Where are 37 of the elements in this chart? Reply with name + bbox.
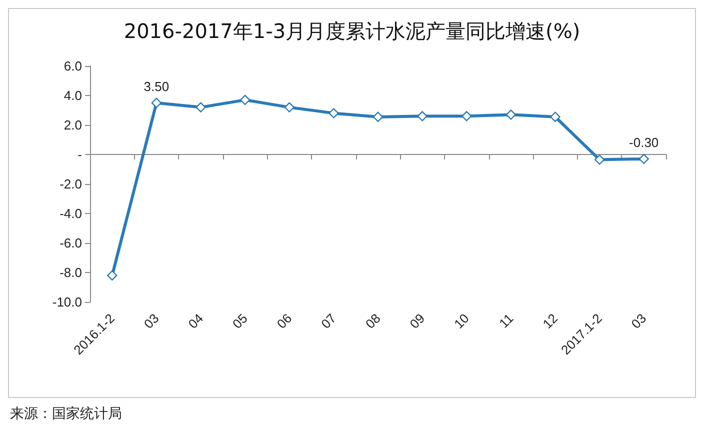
y-tick-label: -2.0 (60, 176, 82, 192)
point (240, 94, 250, 106)
point (284, 102, 294, 112)
data-label: -0.30 (629, 134, 659, 150)
x-tick-label: 11 (496, 310, 516, 331)
y-tick-label: 4.0 (64, 88, 82, 103)
x-tick-label: 03 (140, 310, 162, 332)
x-tick-label: 06 (274, 310, 295, 332)
y-tick-label: - (78, 147, 82, 162)
point (594, 154, 605, 165)
y-tick-label: 2.0 (64, 118, 82, 132)
x-tick-label: 09 (406, 310, 428, 332)
point (107, 270, 118, 281)
chart-title: 2016-2017年1-3月月度累计水泥产量同比增速(%) (124, 19, 580, 43)
point (151, 98, 162, 108)
point (506, 110, 516, 120)
x-tick-label: 05 (230, 310, 250, 332)
point (462, 111, 472, 122)
y-tick-label: -4.0 (60, 206, 82, 221)
x-tick-label: 10 (451, 310, 472, 332)
point (638, 154, 649, 164)
y-tick-label: -10.0 (52, 294, 82, 310)
x-tick-label: 07 (318, 310, 339, 332)
x-tick-label: 08 (362, 310, 384, 332)
source-note: 来源：国家统计局 (10, 405, 122, 423)
x-tick-label: 04 (185, 310, 206, 332)
x-tick-label: 03 (628, 310, 650, 332)
point (196, 102, 206, 112)
y-tick-label: -8.0 (60, 265, 82, 280)
x-tick-label: 12 (540, 310, 561, 332)
point (417, 111, 428, 122)
point (372, 112, 384, 122)
data-label: 3.50 (144, 78, 170, 94)
y-tick-label: 6.0 (64, 58, 82, 74)
point (550, 112, 560, 122)
y-tick-label: -6.0 (60, 236, 82, 250)
point (328, 108, 339, 118)
